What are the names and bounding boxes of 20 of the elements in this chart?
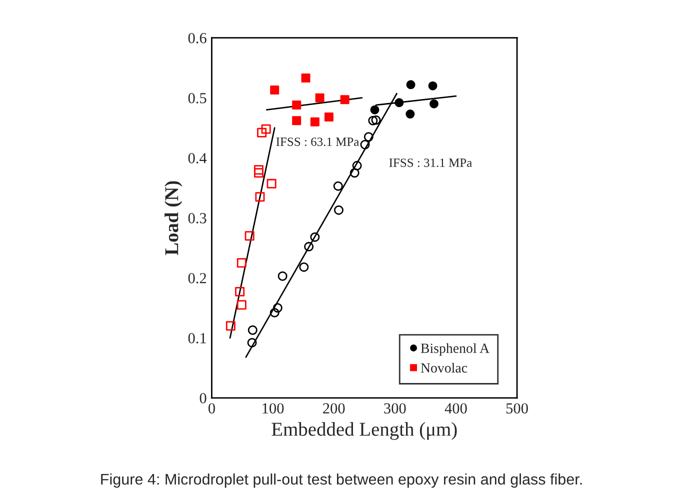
x-axis-title: Embedded Length (μm) [272,422,457,440]
legend-label: Novolac [420,362,468,373]
y-tick-label: 0.2 [188,273,206,284]
legend-label: Bisphenol A [420,343,490,356]
x-tick-label: 0 [208,403,215,414]
y-tick-label: 0.4 [188,153,207,164]
x-tick-label: 400 [444,403,467,414]
annotation: IFSS : 31.1 MPa [389,158,472,168]
annotation: IFSS : 63.1 MPa [276,138,360,146]
y-tick-label: 0.3 [188,213,206,224]
x-tick-label: 300 [384,403,406,414]
x-tick-label: 100 [262,403,284,414]
y-tick-label: 0.1 [188,333,206,344]
x-tick-label: 200 [323,403,345,414]
y-tick-label: 0.5 [188,93,206,104]
caption: Figure 4: Microdroplet pull-out test between epoxy resin and glass fiber. [101,473,582,488]
y-axis-title: Load (N) [164,181,182,256]
y-tick-label: 0 [200,393,206,404]
y-tick-label: 0.6 [188,32,206,44]
x-tick-label: 500 [506,403,528,414]
